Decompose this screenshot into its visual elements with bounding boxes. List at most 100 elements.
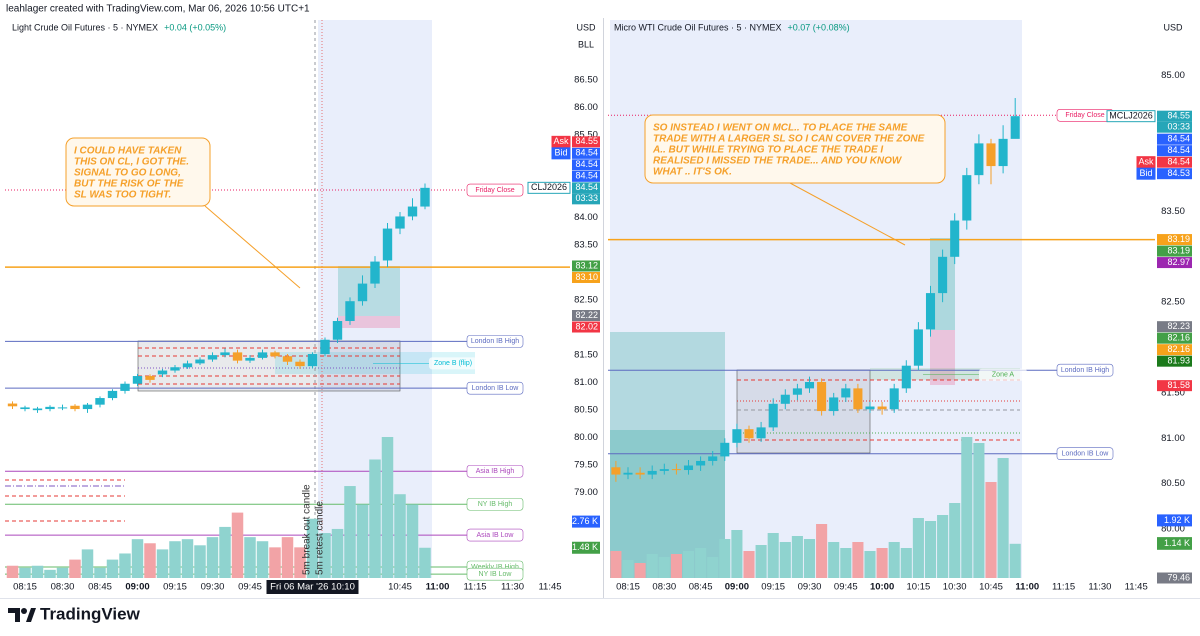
candle-body <box>257 352 268 358</box>
price-tag-label: 84.54 <box>575 159 598 169</box>
price-tag-name-box <box>1106 110 1156 123</box>
price-change: +0.07 (+0.08%) <box>788 22 850 32</box>
callout-text: WHAT .. IT'S OK. <box>653 167 732 178</box>
candle-body <box>407 206 418 217</box>
axis-note: BLL <box>578 39 594 49</box>
price-tag-label: 83.19 <box>1167 234 1190 244</box>
level-pill <box>466 183 524 197</box>
price-axis <box>572 18 602 580</box>
volume-bar <box>646 554 658 578</box>
volume-bar <box>791 536 803 578</box>
level-pill <box>466 335 524 348</box>
candle-body <box>853 388 863 410</box>
price-tag <box>1157 168 1192 180</box>
callout-text: THIS ON CL, I GOT THE. <box>74 157 189 168</box>
candle-body <box>420 187 430 207</box>
volume-bar <box>707 557 719 578</box>
y-tick-label: 81.00 <box>574 377 598 388</box>
candle-body <box>780 394 790 404</box>
candle-body <box>635 472 645 475</box>
candle-body <box>696 460 706 466</box>
zone-pill <box>429 357 477 370</box>
y-tick-label: 84.00 <box>574 212 598 223</box>
candle-body <box>7 403 18 407</box>
x-tick-label: 09:00 <box>125 582 149 593</box>
candle-body <box>938 256 948 294</box>
y-tick-label: 80.50 <box>1161 478 1185 489</box>
volume-bar <box>658 557 670 578</box>
candle-body <box>182 363 193 368</box>
candle-body <box>120 383 130 391</box>
zone-box <box>930 330 955 385</box>
volume-bar <box>682 551 695 578</box>
callout-text: SO INSTEAD I WENT ON MCL.. TO PLACE THE … <box>653 123 908 134</box>
candle-body <box>841 388 851 398</box>
level-label: Friday Close <box>1065 112 1104 119</box>
candle-note: 5m retest candle <box>315 501 326 575</box>
zone-label: Zone A <box>992 372 1015 379</box>
price-tag <box>1157 344 1192 356</box>
volume-bar <box>610 551 622 578</box>
candle-body <box>295 361 305 367</box>
volume-bar <box>949 503 961 578</box>
volume-bar <box>194 545 206 578</box>
callout-text: SIGNAL TO GO LONG, <box>74 168 181 179</box>
price-tag-name-box <box>1136 167 1156 180</box>
candle-body <box>220 352 230 356</box>
volume-bar <box>119 553 131 578</box>
level-label: London IB Low <box>472 385 520 392</box>
level-label: London IB Low <box>1062 451 1110 458</box>
volume-bar <box>94 567 106 578</box>
price-tag <box>1157 321 1192 333</box>
candle-body <box>32 408 43 411</box>
x-tick-label: 09:00 <box>725 582 749 593</box>
zone-box <box>736 369 871 454</box>
level-label: Weekly IB High <box>471 564 519 571</box>
volume-bar <box>156 549 169 578</box>
price-tag <box>1157 332 1192 344</box>
volume-bar <box>803 539 816 578</box>
countdown: 03:33 <box>1167 122 1190 132</box>
price-tag-name: Ask <box>1138 157 1154 167</box>
candle-body <box>232 352 243 361</box>
price-tag <box>1157 133 1192 145</box>
volume-bar <box>181 539 194 578</box>
x-tick-label: 11:30 <box>501 582 524 593</box>
price-tag-label: 81.93 <box>1167 356 1190 366</box>
volume-bar <box>634 563 646 578</box>
volume-bar <box>876 548 888 578</box>
price-tag <box>572 159 600 171</box>
price-tag-label: 84.53 <box>1167 168 1190 178</box>
volume-bar <box>816 524 828 578</box>
y-tick-label: 80.00 <box>574 432 598 443</box>
x-tick-label: 10:45 <box>979 582 1003 593</box>
x-tick-label: 08:45 <box>88 582 112 593</box>
candle-body <box>817 382 827 412</box>
volume-bar <box>394 494 406 578</box>
callout-text: BUT THE RISK OF THE <box>74 179 184 190</box>
x-tick-label: 09:15 <box>163 582 187 593</box>
candle-body <box>623 472 633 475</box>
candle-body <box>70 405 80 410</box>
price-tag <box>1157 355 1192 367</box>
volume-bar <box>961 437 973 578</box>
volume-bar <box>767 533 779 578</box>
volume-bar <box>256 541 269 578</box>
volume-bar <box>306 518 319 578</box>
volume-bar <box>743 551 755 578</box>
chart-panel: Friday Close London IB High London IB Low Z… <box>608 18 1194 593</box>
candle-body <box>207 355 218 360</box>
candle-body <box>157 370 168 375</box>
volume-bar <box>695 548 707 578</box>
price-tag-label: 84.55 <box>575 136 598 146</box>
y-tick-label: 82.50 <box>574 295 598 306</box>
price-tag <box>572 310 600 322</box>
zone-pill <box>979 368 1027 381</box>
price-tag-label: 84.54 <box>1167 134 1190 144</box>
chart-title: Light Crude Oil Futures · 5 · NYMEX <box>12 22 158 32</box>
price-tag <box>1157 380 1192 392</box>
candle-body <box>647 470 657 475</box>
price-tag-label: 82.97 <box>1167 257 1190 267</box>
candle-body <box>708 456 718 461</box>
candle-body <box>925 293 936 330</box>
